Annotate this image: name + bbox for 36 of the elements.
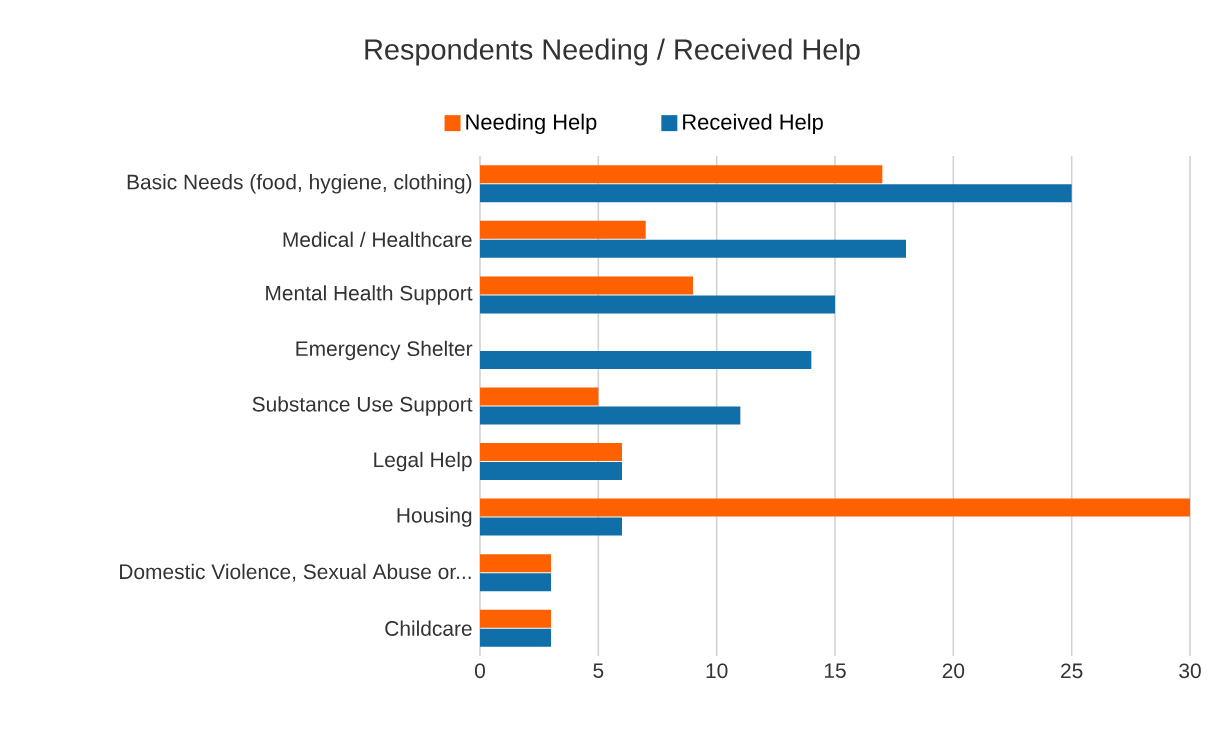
y-tick-label: Medical / Healthcare [283,231,472,248]
y-tick-label: Domestic Violence, Sexual Abuse or... [120,563,471,582]
chart-title: Respondents Needing / Received Help [365,38,860,66]
bar [480,239,906,258]
bar [480,554,551,573]
y-tick-label: Childcare [385,620,472,636]
y-tick-label: Substance Use Support [252,396,473,416]
bar [480,573,551,592]
bar [480,184,1072,203]
legend-label: Received Help [683,113,823,135]
bar [480,350,812,369]
y-tick-label: Emergency Shelter [296,340,473,361]
bar [480,387,599,406]
bar [480,295,835,314]
x-tick-label: 0 [475,663,485,679]
x-tick-label: 10 [706,663,728,679]
bar [480,165,883,184]
bar [480,609,551,628]
y-tick-label: Legal Help [374,451,472,472]
y-tick-label: Basic Needs (food, hygiene, clothing) [127,174,472,194]
bar [480,443,622,462]
bar [480,406,741,425]
bar [480,220,646,239]
x-tick-label: 25 [1061,663,1083,679]
y-tick-label: Mental Health Support [266,285,473,305]
x-tick-label: 20 [942,663,965,679]
bar [480,628,551,647]
x-tick-label: 15 [824,663,846,678]
bar [480,276,693,295]
x-tick-label: 30 [1179,663,1201,679]
y-tick-label: Housing [397,507,472,527]
bar [480,498,1191,517]
x-tick-label: 5 [593,663,604,678]
bar [480,462,622,481]
legend-label: Needing Help [466,113,597,135]
bar [480,517,622,536]
